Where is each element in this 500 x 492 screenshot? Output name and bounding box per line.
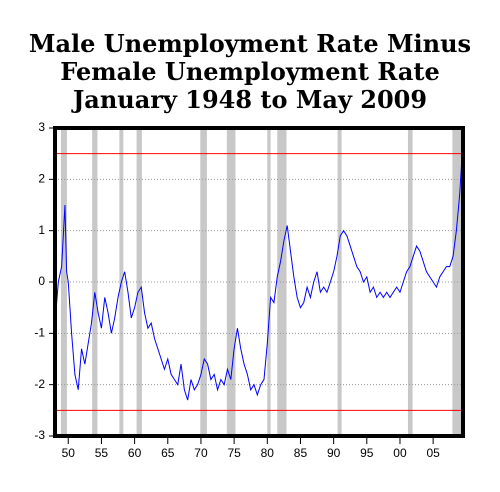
x-tick-label: 90 xyxy=(327,446,341,460)
x-tick-label: 55 xyxy=(95,446,109,460)
recession-band xyxy=(407,128,413,436)
x-tick-label: 00 xyxy=(393,446,407,460)
recession-band xyxy=(200,128,207,436)
y-tick-label: -1 xyxy=(34,326,45,340)
x-tick-label: 80 xyxy=(261,446,275,460)
x-tick-label: 65 xyxy=(161,446,175,460)
y-tick-label: 0 xyxy=(38,274,45,288)
recession-band xyxy=(337,128,342,436)
x-tick-label: 95 xyxy=(360,446,374,460)
recession-band xyxy=(226,128,236,436)
x-tick-label: 70 xyxy=(194,446,208,460)
x-tick-label: 50 xyxy=(62,446,76,460)
x-tick-label: 60 xyxy=(128,446,142,460)
recession-band xyxy=(60,128,67,436)
x-tick-label: 05 xyxy=(426,446,440,460)
plot-frame xyxy=(53,126,465,438)
chart-title: Male Unemployment Rate Minus xyxy=(29,29,471,58)
y-tick-label: -3 xyxy=(34,428,45,442)
y-tick-label: 3 xyxy=(38,120,45,134)
recession-band xyxy=(277,128,287,436)
y-tick-label: -2 xyxy=(34,377,45,391)
x-tick-label: 85 xyxy=(294,446,308,460)
data-line xyxy=(54,158,463,401)
x-tick-label: 75 xyxy=(227,446,241,460)
chart-title: Female Unemployment Rate xyxy=(60,57,440,86)
chart-title: January 1948 to May 2009 xyxy=(71,85,427,114)
y-tick-label: 2 xyxy=(38,172,45,186)
y-tick-label: 1 xyxy=(38,223,45,237)
